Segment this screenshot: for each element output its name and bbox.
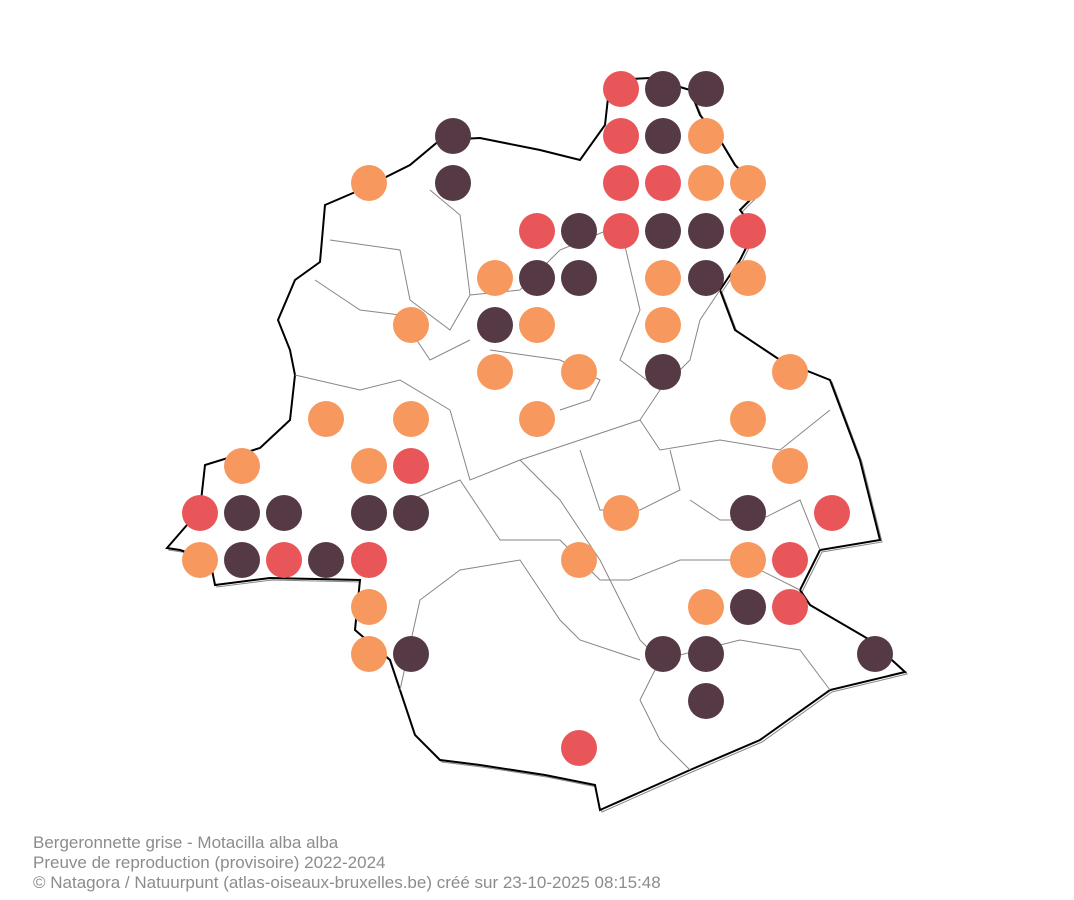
dot <box>477 307 513 343</box>
dot <box>308 401 344 437</box>
dot <box>308 542 344 578</box>
dot <box>393 636 429 672</box>
dot <box>730 401 766 437</box>
dot <box>603 213 639 249</box>
dot <box>393 495 429 531</box>
dot <box>435 118 471 154</box>
dot <box>224 542 260 578</box>
dot <box>182 542 218 578</box>
dot <box>772 542 808 578</box>
dot <box>645 260 681 296</box>
dot <box>730 260 766 296</box>
dot <box>477 354 513 390</box>
dot <box>561 542 597 578</box>
region-outline <box>165 76 908 812</box>
dot <box>645 636 681 672</box>
dot <box>730 589 766 625</box>
dot <box>730 542 766 578</box>
dot <box>351 636 387 672</box>
dot <box>603 165 639 201</box>
dot <box>730 495 766 531</box>
grid-dots <box>182 71 893 766</box>
dot <box>814 495 850 531</box>
dot <box>688 213 724 249</box>
dot <box>351 589 387 625</box>
dot <box>561 730 597 766</box>
dot <box>645 354 681 390</box>
dot <box>393 307 429 343</box>
dot <box>688 71 724 107</box>
dot <box>519 213 555 249</box>
dot <box>519 401 555 437</box>
dot <box>772 448 808 484</box>
dot <box>393 448 429 484</box>
dot <box>857 636 893 672</box>
dot <box>351 495 387 531</box>
dot <box>351 165 387 201</box>
dot <box>730 213 766 249</box>
dot <box>266 495 302 531</box>
dot <box>393 401 429 437</box>
dot <box>561 260 597 296</box>
dot <box>351 542 387 578</box>
dot <box>772 354 808 390</box>
dot <box>561 213 597 249</box>
dot <box>645 307 681 343</box>
dot <box>519 260 555 296</box>
dot <box>730 165 766 201</box>
dot <box>603 495 639 531</box>
dot <box>688 683 724 719</box>
dot <box>645 165 681 201</box>
dot <box>688 636 724 672</box>
caption-species: Bergeronnette grise - Motacilla alba alb… <box>33 833 339 852</box>
dot <box>688 589 724 625</box>
caption-subtitle: Preuve de reproduction (provisoire) 2022… <box>33 853 386 872</box>
dot <box>561 354 597 390</box>
dot <box>519 307 555 343</box>
dot <box>688 165 724 201</box>
dot <box>224 448 260 484</box>
dot <box>477 260 513 296</box>
dot <box>688 260 724 296</box>
caption-credit: © Natagora / Natuurpunt (atlas-oiseaux-b… <box>33 873 661 892</box>
dot <box>435 165 471 201</box>
dot <box>182 495 218 531</box>
dot <box>645 213 681 249</box>
dot <box>603 71 639 107</box>
dot <box>224 495 260 531</box>
dot <box>603 118 639 154</box>
dot <box>351 448 387 484</box>
dot <box>688 118 724 154</box>
dot <box>772 589 808 625</box>
dot <box>645 118 681 154</box>
dot <box>266 542 302 578</box>
dot <box>645 71 681 107</box>
